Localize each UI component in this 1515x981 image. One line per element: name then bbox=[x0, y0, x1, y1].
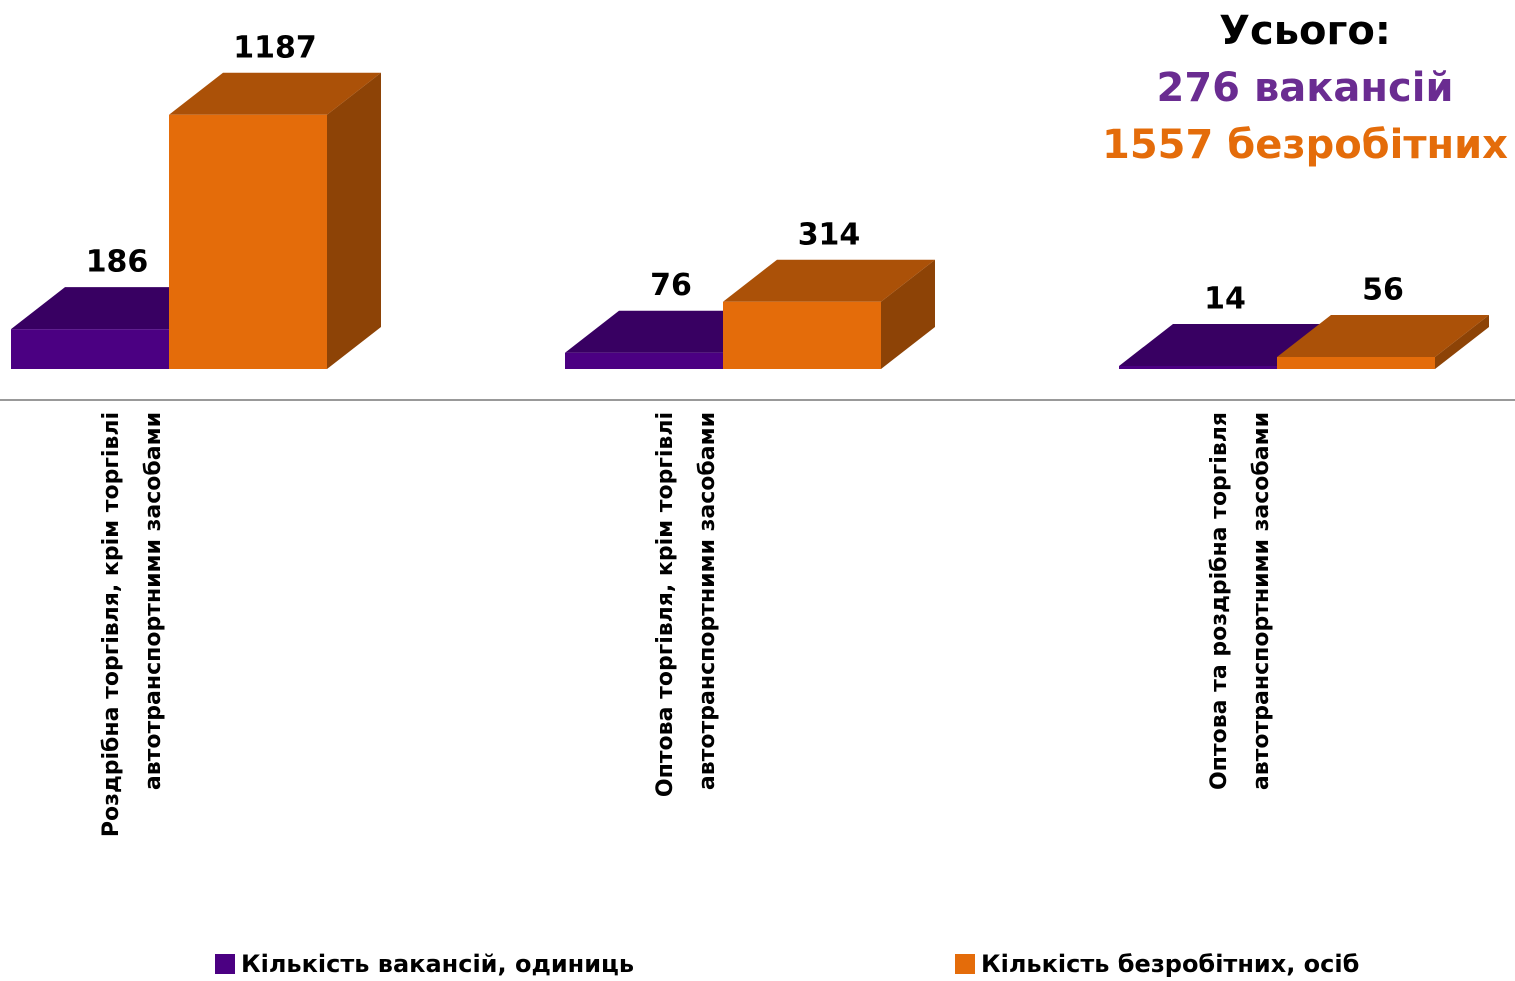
value-label: 56 bbox=[1362, 273, 1404, 308]
bar bbox=[723, 259, 935, 369]
bar-side bbox=[327, 72, 381, 369]
value-label: 1187 bbox=[233, 30, 317, 65]
bar bbox=[1277, 315, 1489, 369]
bar-front bbox=[11, 329, 169, 369]
bar-side bbox=[1435, 315, 1489, 369]
value-label: 314 bbox=[798, 217, 861, 252]
bar-top bbox=[1119, 324, 1331, 367]
legend-entry: Кількість безробітних, осіб bbox=[955, 950, 1359, 978]
legend-label: Кількість вакансій, одиниць bbox=[241, 950, 635, 978]
bar-top bbox=[169, 72, 381, 115]
bar-front bbox=[1119, 366, 1277, 369]
legend-swatch bbox=[215, 954, 235, 974]
bar-front bbox=[1277, 357, 1435, 369]
x-tick-label: Роздрібна торгівля, крім торгівлі автотр… bbox=[99, 412, 166, 838]
annotation: 1557 безробітних bbox=[1102, 122, 1508, 168]
legend-swatch bbox=[955, 954, 975, 974]
x-tick-label: Оптова торгівля, крім торгівлі автотранс… bbox=[653, 412, 720, 798]
bar-front bbox=[565, 352, 723, 369]
annotation: Усього: bbox=[1219, 8, 1391, 54]
value-label: 76 bbox=[650, 268, 692, 303]
bar bbox=[169, 72, 381, 369]
bar-top bbox=[1277, 315, 1489, 358]
x-tick-label: Оптова та роздрібна торгівля автотранспо… bbox=[1207, 412, 1274, 791]
legend-label: Кількість безробітних, осіб bbox=[981, 950, 1360, 978]
bar-top bbox=[723, 259, 935, 302]
bar-side bbox=[881, 259, 935, 369]
bar-front bbox=[169, 114, 327, 369]
annotation: 276 вакансій bbox=[1156, 65, 1454, 111]
value-label: 186 bbox=[86, 245, 149, 280]
value-label: 14 bbox=[1204, 282, 1246, 317]
legend-entry: Кількість вакансій, одиниць bbox=[215, 950, 634, 978]
bar-front bbox=[723, 301, 881, 369]
